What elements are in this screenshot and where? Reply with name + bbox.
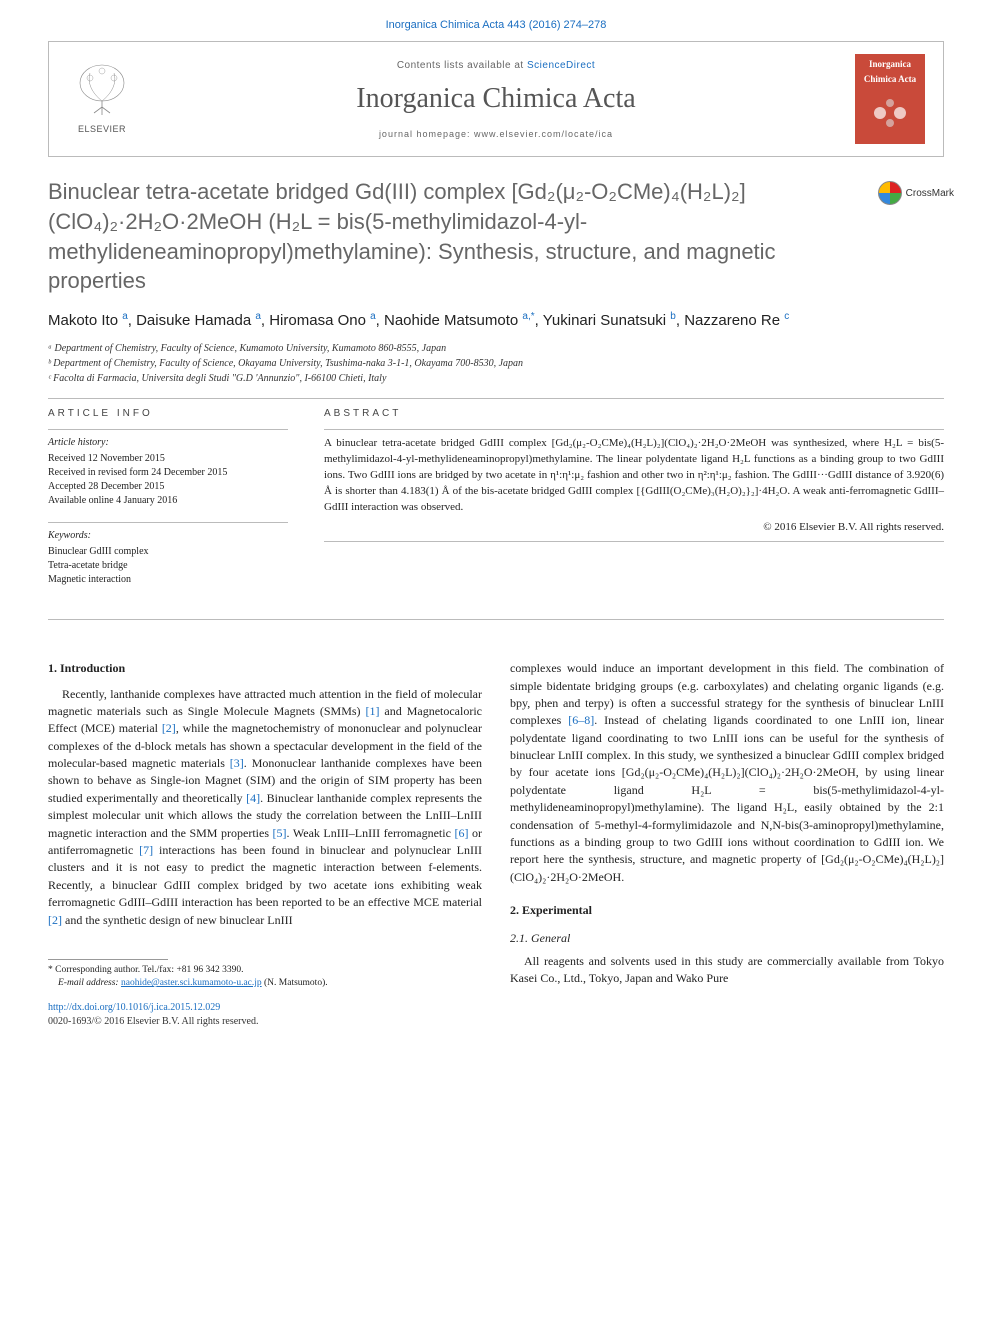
email-link[interactable]: naohide@aster.sci.kumamoto-u.ac.jp <box>121 978 262 988</box>
article-history: Article history: Received 12 November 20… <box>48 436 288 508</box>
issn-copyright: 0020-1693/© 2016 Elsevier B.V. All right… <box>48 1015 482 1030</box>
history-received: Received 12 November 2015 <box>48 452 288 466</box>
journal-header: ELSEVIER Contents lists available at Sci… <box>48 41 944 157</box>
subsection-heading-21: 2.1. General <box>510 930 944 947</box>
publisher-logo[interactable]: ELSEVIER <box>67 59 137 139</box>
divider <box>48 429 288 430</box>
abstract-column: ABSTRACT A binuclear tetra-acetate bridg… <box>324 407 944 601</box>
abstract-copyright: © 2016 Elsevier B.V. All rights reserved… <box>324 520 944 535</box>
keyword: Binuclear GdIII complex <box>48 545 288 559</box>
divider <box>324 541 944 542</box>
publisher-name: ELSEVIER <box>78 123 126 136</box>
divider <box>324 429 944 430</box>
cover-title-line2: Chimica Acta <box>864 73 916 86</box>
keywords-title: Keywords: <box>48 529 288 543</box>
contents-prefix: Contents lists available at <box>397 60 527 71</box>
keyword: Magnetic interaction <box>48 573 288 587</box>
article-info-label: ARTICLE INFO <box>48 407 288 421</box>
email-label: E-mail address: <box>58 978 119 988</box>
doi-link[interactable]: http://dx.doi.org/10.1016/j.ica.2015.12.… <box>48 1001 482 1016</box>
right-column: complexes would induce an important deve… <box>510 660 944 1029</box>
keywords-block: Keywords: Binuclear GdIII complex Tetra-… <box>48 529 288 587</box>
affiliations: ᵃ Department of Chemistry, Faculty of Sc… <box>48 341 944 386</box>
divider <box>48 522 288 523</box>
footnote-separator <box>48 959 168 960</box>
history-revised: Received in revised form 24 December 201… <box>48 466 288 480</box>
abstract-label: ABSTRACT <box>324 407 944 421</box>
section-heading-2: 2. Experimental <box>510 902 944 919</box>
section21-paragraph: All reagents and solvents used in this s… <box>510 953 944 988</box>
left-column: 1. Introduction Recently, lanthanide com… <box>48 660 482 1029</box>
elsevier-tree-icon <box>72 63 132 121</box>
journal-cover-thumbnail: Inorganica Chimica Acta <box>855 54 925 144</box>
contents-available: Contents lists available at ScienceDirec… <box>137 59 855 73</box>
history-accepted: Accepted 28 December 2015 <box>48 480 288 494</box>
journal-title: Inorganica Chimica Acta <box>137 79 855 118</box>
history-title: Article history: <box>48 436 288 450</box>
crossmark-label: CrossMark <box>906 187 954 201</box>
intro-paragraph-left: Recently, lanthanide complexes have attr… <box>48 686 482 929</box>
info-abstract-row: ARTICLE INFO Article history: Received 1… <box>48 407 944 601</box>
keyword: Tetra-acetate bridge <box>48 559 288 573</box>
email-line: E-mail address: naohide@aster.sci.kumamo… <box>48 977 482 990</box>
section-heading-1: 1. Introduction <box>48 660 482 677</box>
crossmark-badge[interactable]: CrossMark <box>878 181 954 205</box>
email-person: (N. Matsumoto). <box>264 978 328 988</box>
intro-paragraph-right: complexes would induce an important deve… <box>510 660 944 886</box>
divider <box>48 619 944 620</box>
article-title: Binuclear tetra-acetate bridged Gd(III) … <box>48 177 944 296</box>
history-online: Available online 4 January 2016 <box>48 494 288 508</box>
affiliation-b: ᵇ Department of Chemistry, Faculty of Sc… <box>48 356 944 371</box>
journal-reference: Inorganica Chimica Acta 443 (2016) 274–2… <box>48 18 944 33</box>
cover-graphic-icon <box>865 88 915 138</box>
header-center: Contents lists available at ScienceDirec… <box>137 59 855 141</box>
footnotes: * Corresponding author. Tel./fax: +81 96… <box>48 964 482 991</box>
journal-homepage[interactable]: journal homepage: www.elsevier.com/locat… <box>137 128 855 141</box>
article-info-column: ARTICLE INFO Article history: Received 1… <box>48 407 288 601</box>
divider <box>48 398 944 399</box>
crossmark-icon <box>878 181 902 205</box>
body-two-column: 1. Introduction Recently, lanthanide com… <box>48 660 944 1029</box>
sciencedirect-link[interactable]: ScienceDirect <box>527 60 595 71</box>
affiliation-a: ᵃ Department of Chemistry, Faculty of Sc… <box>48 341 944 356</box>
affiliation-c: ᶜ Facolta di Farmacia, Universita degli … <box>48 371 944 386</box>
authors-list: Makoto Ito a, Daisuke Hamada a, Hiromasa… <box>48 310 944 331</box>
article-title-text: Binuclear tetra-acetate bridged Gd(III) … <box>48 179 776 293</box>
cover-title-line1: Inorganica <box>869 58 911 71</box>
abstract-text: A binuclear tetra-acetate bridged GdIII … <box>324 436 944 516</box>
corresponding-author: * Corresponding author. Tel./fax: +81 96… <box>48 964 482 977</box>
